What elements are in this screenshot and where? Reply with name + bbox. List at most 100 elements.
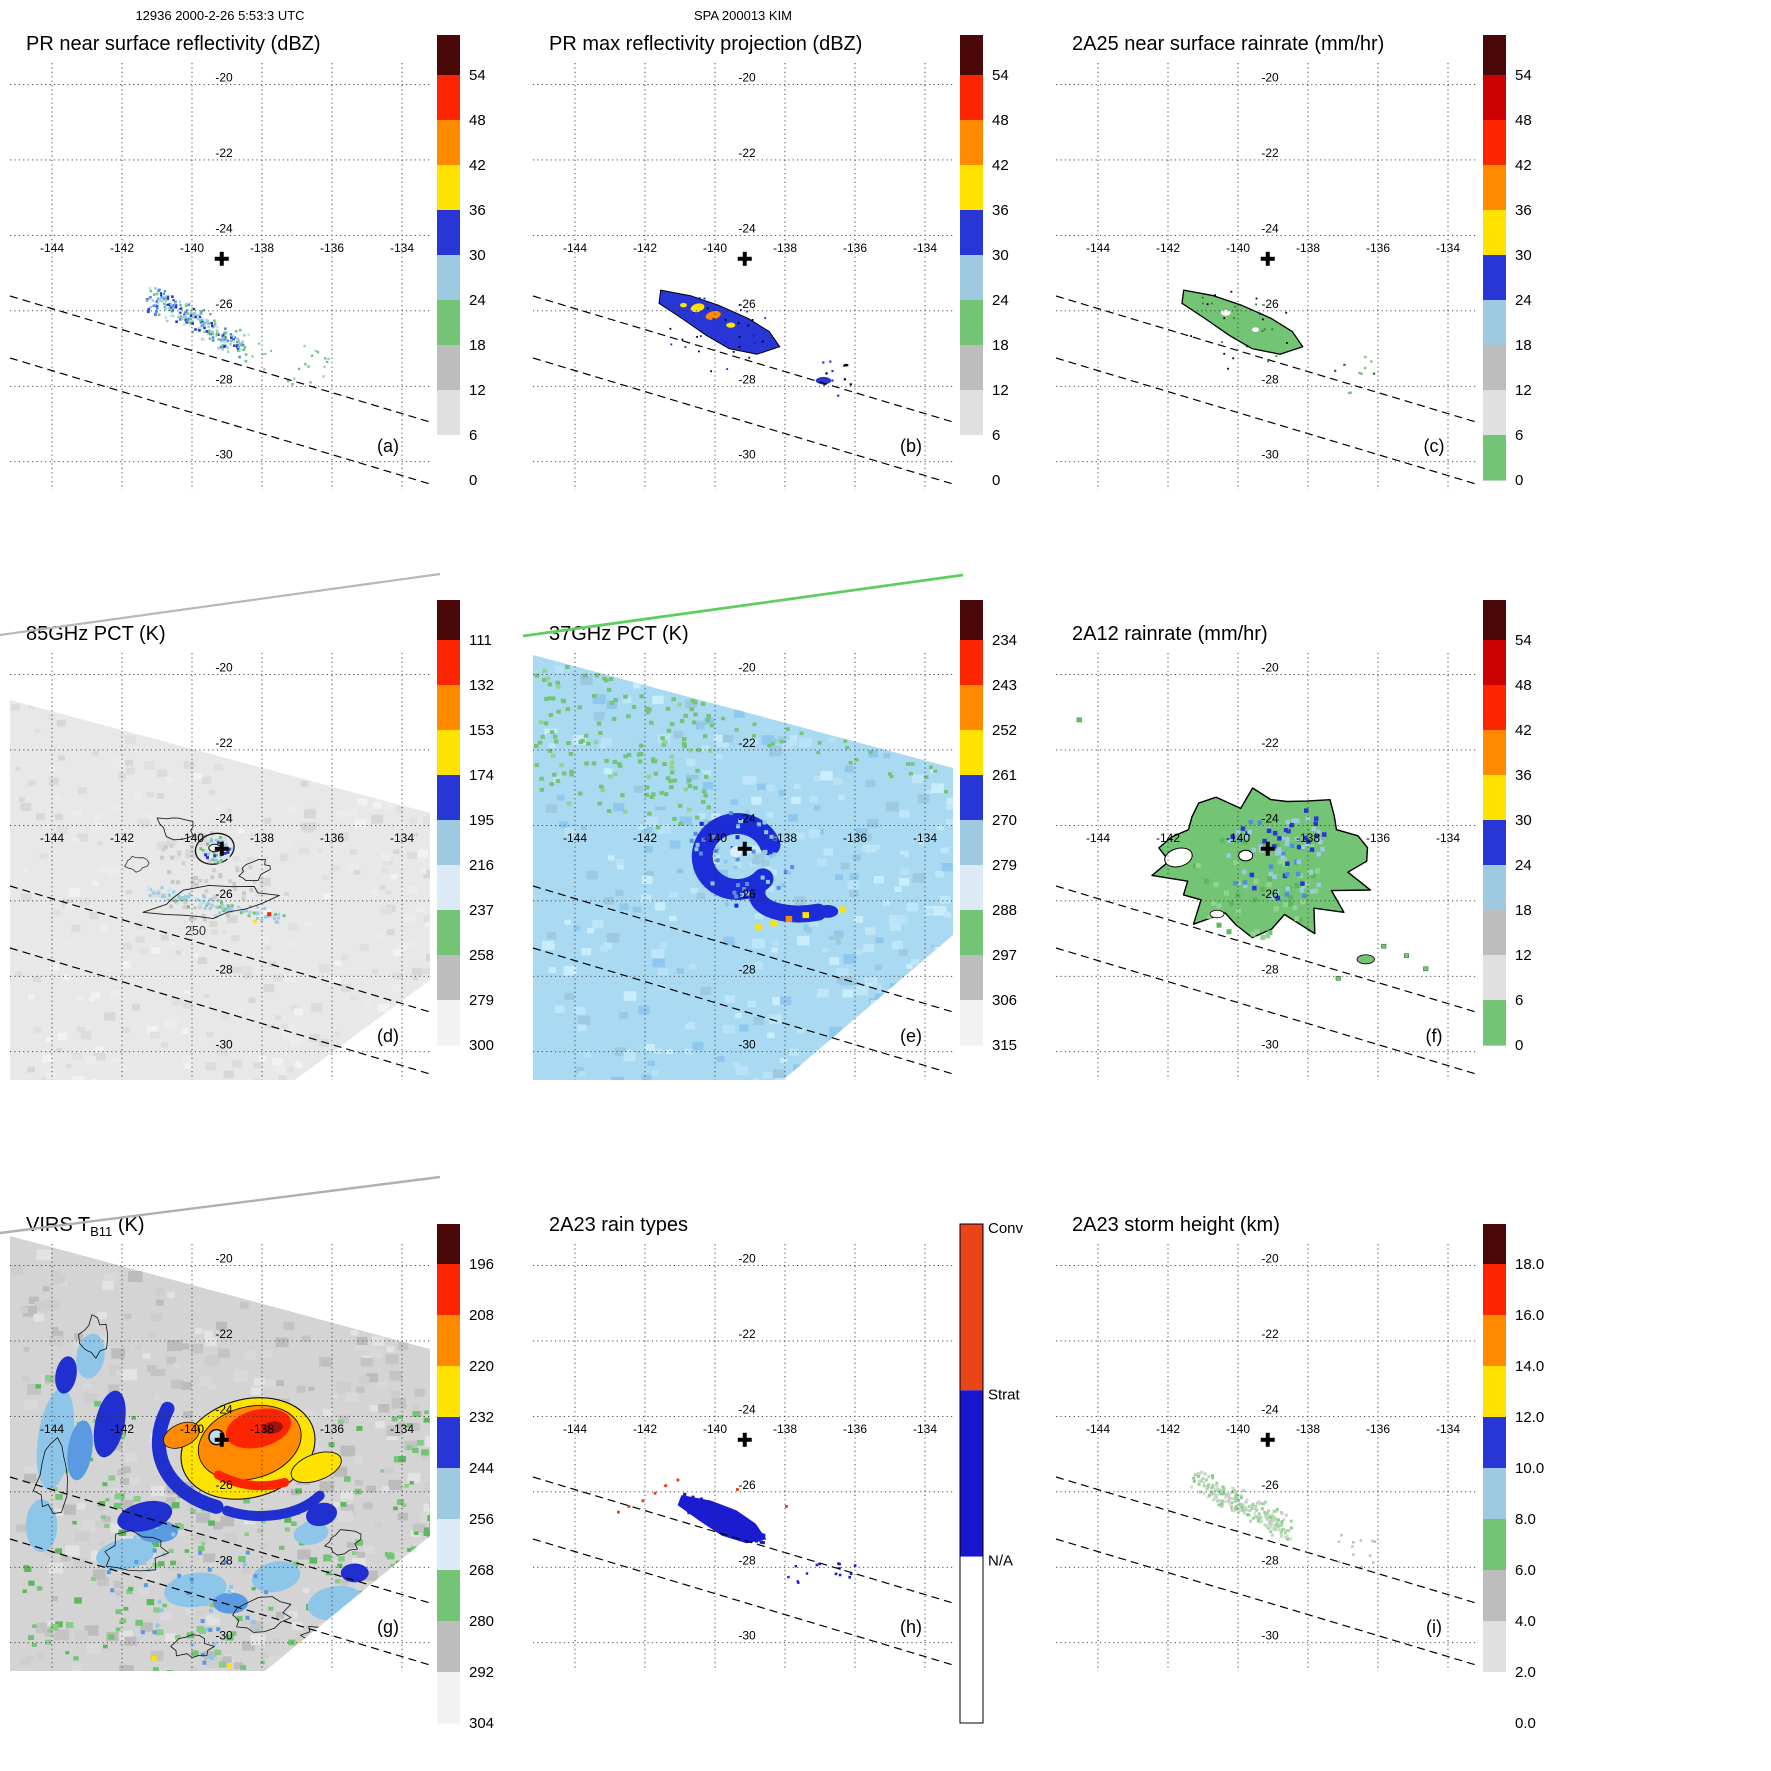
- colorbar-tick: 280: [469, 1613, 494, 1630]
- colorbar-tick: 0.0: [1515, 1715, 1536, 1732]
- lat-label: -26: [738, 297, 756, 311]
- colorbar-tick: 6: [1515, 992, 1523, 1009]
- pr-swath-edge: [9, 357, 431, 485]
- lon-label: -142: [633, 241, 657, 255]
- pr-swath-edge: [532, 885, 954, 1013]
- pr-swath-edge: [9, 1538, 431, 1666]
- lon-label: -140: [180, 831, 204, 845]
- panel-g-canvas: VIRS TB11 (K)-144-142-140-138-136-134-20…: [0, 1175, 494, 1732]
- lon-label: -142: [1156, 1422, 1180, 1436]
- colorbar-virs: 196 208 220 232 244 256 268 280 292 304: [437, 1224, 494, 1732]
- lon-label: -144: [40, 241, 64, 255]
- colorbar-tick: 195: [469, 812, 494, 829]
- colorbar-tick: 54: [469, 67, 486, 84]
- panel-letter: (f): [1426, 1026, 1443, 1046]
- panel-title: PR max reflectivity projection (dBZ): [549, 33, 862, 55]
- colorbar-tick: 0: [992, 472, 1000, 489]
- lat-label: -28: [738, 372, 756, 386]
- lat-label: -24: [1261, 1402, 1279, 1416]
- colorbar-tick: 36: [1515, 767, 1532, 784]
- colorbar-tick: 36: [992, 202, 1009, 219]
- panel-title: 2A12 rainrate (mm/hr): [1072, 623, 1268, 645]
- lat-label: -26: [215, 887, 233, 901]
- colorbar-cap: [1483, 600, 1506, 640]
- colorbar-tick: 42: [469, 157, 486, 174]
- colorbar-tick: 8.0: [1515, 1511, 1536, 1528]
- lon-label: -136: [1366, 831, 1390, 845]
- panel-c: 2A25 near surface rainrate (mm/hr) -144 -1…: [1046, 0, 1569, 590]
- lon-label: -142: [110, 1422, 134, 1436]
- colorbar-tick: 256: [469, 1511, 494, 1528]
- colorbar-tick: 0: [1515, 1037, 1523, 1054]
- adjacent-track-line: [0, 572, 441, 637]
- lat-label: -20: [738, 661, 756, 675]
- lat-label: -28: [738, 1553, 756, 1567]
- lat-label: -26: [1261, 1478, 1279, 1492]
- colorbar-cap: [1483, 1224, 1506, 1264]
- lon-label: -138: [1296, 241, 1320, 255]
- lon-label: -142: [110, 831, 134, 845]
- colorbar-tick: 54: [1515, 67, 1532, 84]
- lon-label: -140: [1226, 1422, 1250, 1436]
- map-e: -144 -142 -140 -138 -136 -134 -20 -22 -24 -26 -28 -…: [522, 573, 964, 1080]
- colorbar-cap: [437, 35, 460, 75]
- colorbar-tick: 279: [469, 992, 494, 1009]
- lon-label: -140: [180, 241, 204, 255]
- lat-label: -26: [215, 1478, 233, 1492]
- colorbar-cap: [960, 35, 983, 75]
- lon-label: -136: [320, 1422, 344, 1436]
- lon-label: -144: [563, 1422, 587, 1436]
- colorbar-tick: 12: [992, 382, 1009, 399]
- lat-label: -28: [1261, 1553, 1279, 1567]
- lat-label: -22: [738, 736, 756, 750]
- panel-h-canvas: 2A23 rain types-144 -142 -140 -138 -136 -134-…: [532, 1214, 1024, 1724]
- colorbar-tick: 196: [469, 1256, 494, 1273]
- panel-title: 2A23 storm height (km): [1072, 1214, 1280, 1236]
- panel-f-canvas: 2A12 rainrate (mm/hr) -144 -142 -140 -138 -13…: [1055, 600, 1532, 1080]
- lon-label: -142: [110, 241, 134, 255]
- colorbar-tick: 14.0: [1515, 1358, 1544, 1375]
- colorbar-tick: 30: [469, 247, 486, 264]
- lon-label: -134: [390, 831, 414, 845]
- panel-title: 85GHz PCT (K): [26, 623, 166, 645]
- colorbar-tick: 237: [469, 902, 494, 919]
- colorbar-tick: 0: [1515, 472, 1523, 489]
- colorbar-tick: 304: [469, 1715, 494, 1732]
- colorbar-tick: 36: [1515, 202, 1532, 219]
- colorbar-cap: [437, 600, 460, 640]
- lon-label: -136: [320, 831, 344, 845]
- storm-center-marker: [737, 251, 752, 266]
- map-i: -144 -142 -140 -138 -136 -134 -20 -22 -24 -26 -28 -…: [1055, 1244, 1477, 1671]
- colorbar-tick: 42: [1515, 157, 1532, 174]
- lon-label: -144: [563, 831, 587, 845]
- panel-letter: (c): [1424, 436, 1445, 456]
- pr-swath-edge: [1055, 357, 1477, 485]
- map-f: -144 -142 -140 -138 -136 -134 -20 -22 -24 -26 -28 -…: [1055, 653, 1477, 1080]
- lon-label: -144: [1086, 241, 1110, 255]
- lat-label: -28: [1261, 372, 1279, 386]
- panel-letter: (i): [1426, 1617, 1442, 1637]
- lat-label: -30: [215, 1629, 233, 1643]
- map-g: -144 -142 -140 -138 -136 -134 -20 -22 -24 -26 -28 -…: [0, 1175, 441, 1671]
- colorbar-pct37: 234 243 252 261 270 279 288 297 306 315: [960, 600, 1017, 1054]
- pr-swath-edge: [9, 885, 431, 1013]
- storm-center-marker: [737, 1432, 752, 1447]
- colorbar-tick: 18: [1515, 337, 1532, 354]
- lat-label: -26: [215, 297, 233, 311]
- lon-label: -134: [1436, 241, 1460, 255]
- colorbar-tick: 6: [469, 427, 477, 444]
- colorbar-tick: 258: [469, 947, 494, 964]
- storm-center-marker: [214, 1432, 229, 1447]
- colorbar-tick: 220: [469, 1358, 494, 1375]
- panel-e-canvas: 37GHz PCT (K) -144 -142 -140 -138 -136 -134 -20…: [522, 573, 1017, 1080]
- colorbar-tick: 6: [992, 427, 1000, 444]
- lat-label: -24: [215, 811, 233, 825]
- lat-label: -28: [738, 962, 756, 976]
- lat-label: -30: [215, 448, 233, 462]
- colorbar-tick: 234: [992, 632, 1017, 649]
- colorbar-dbz: 54 48 42 36 30 24 18 12 6 0: [960, 35, 1009, 489]
- pr-swath-edge: [532, 357, 954, 485]
- data-layer-g: [10, 1249, 430, 1671]
- colorbar-label: Strat: [988, 1386, 1021, 1403]
